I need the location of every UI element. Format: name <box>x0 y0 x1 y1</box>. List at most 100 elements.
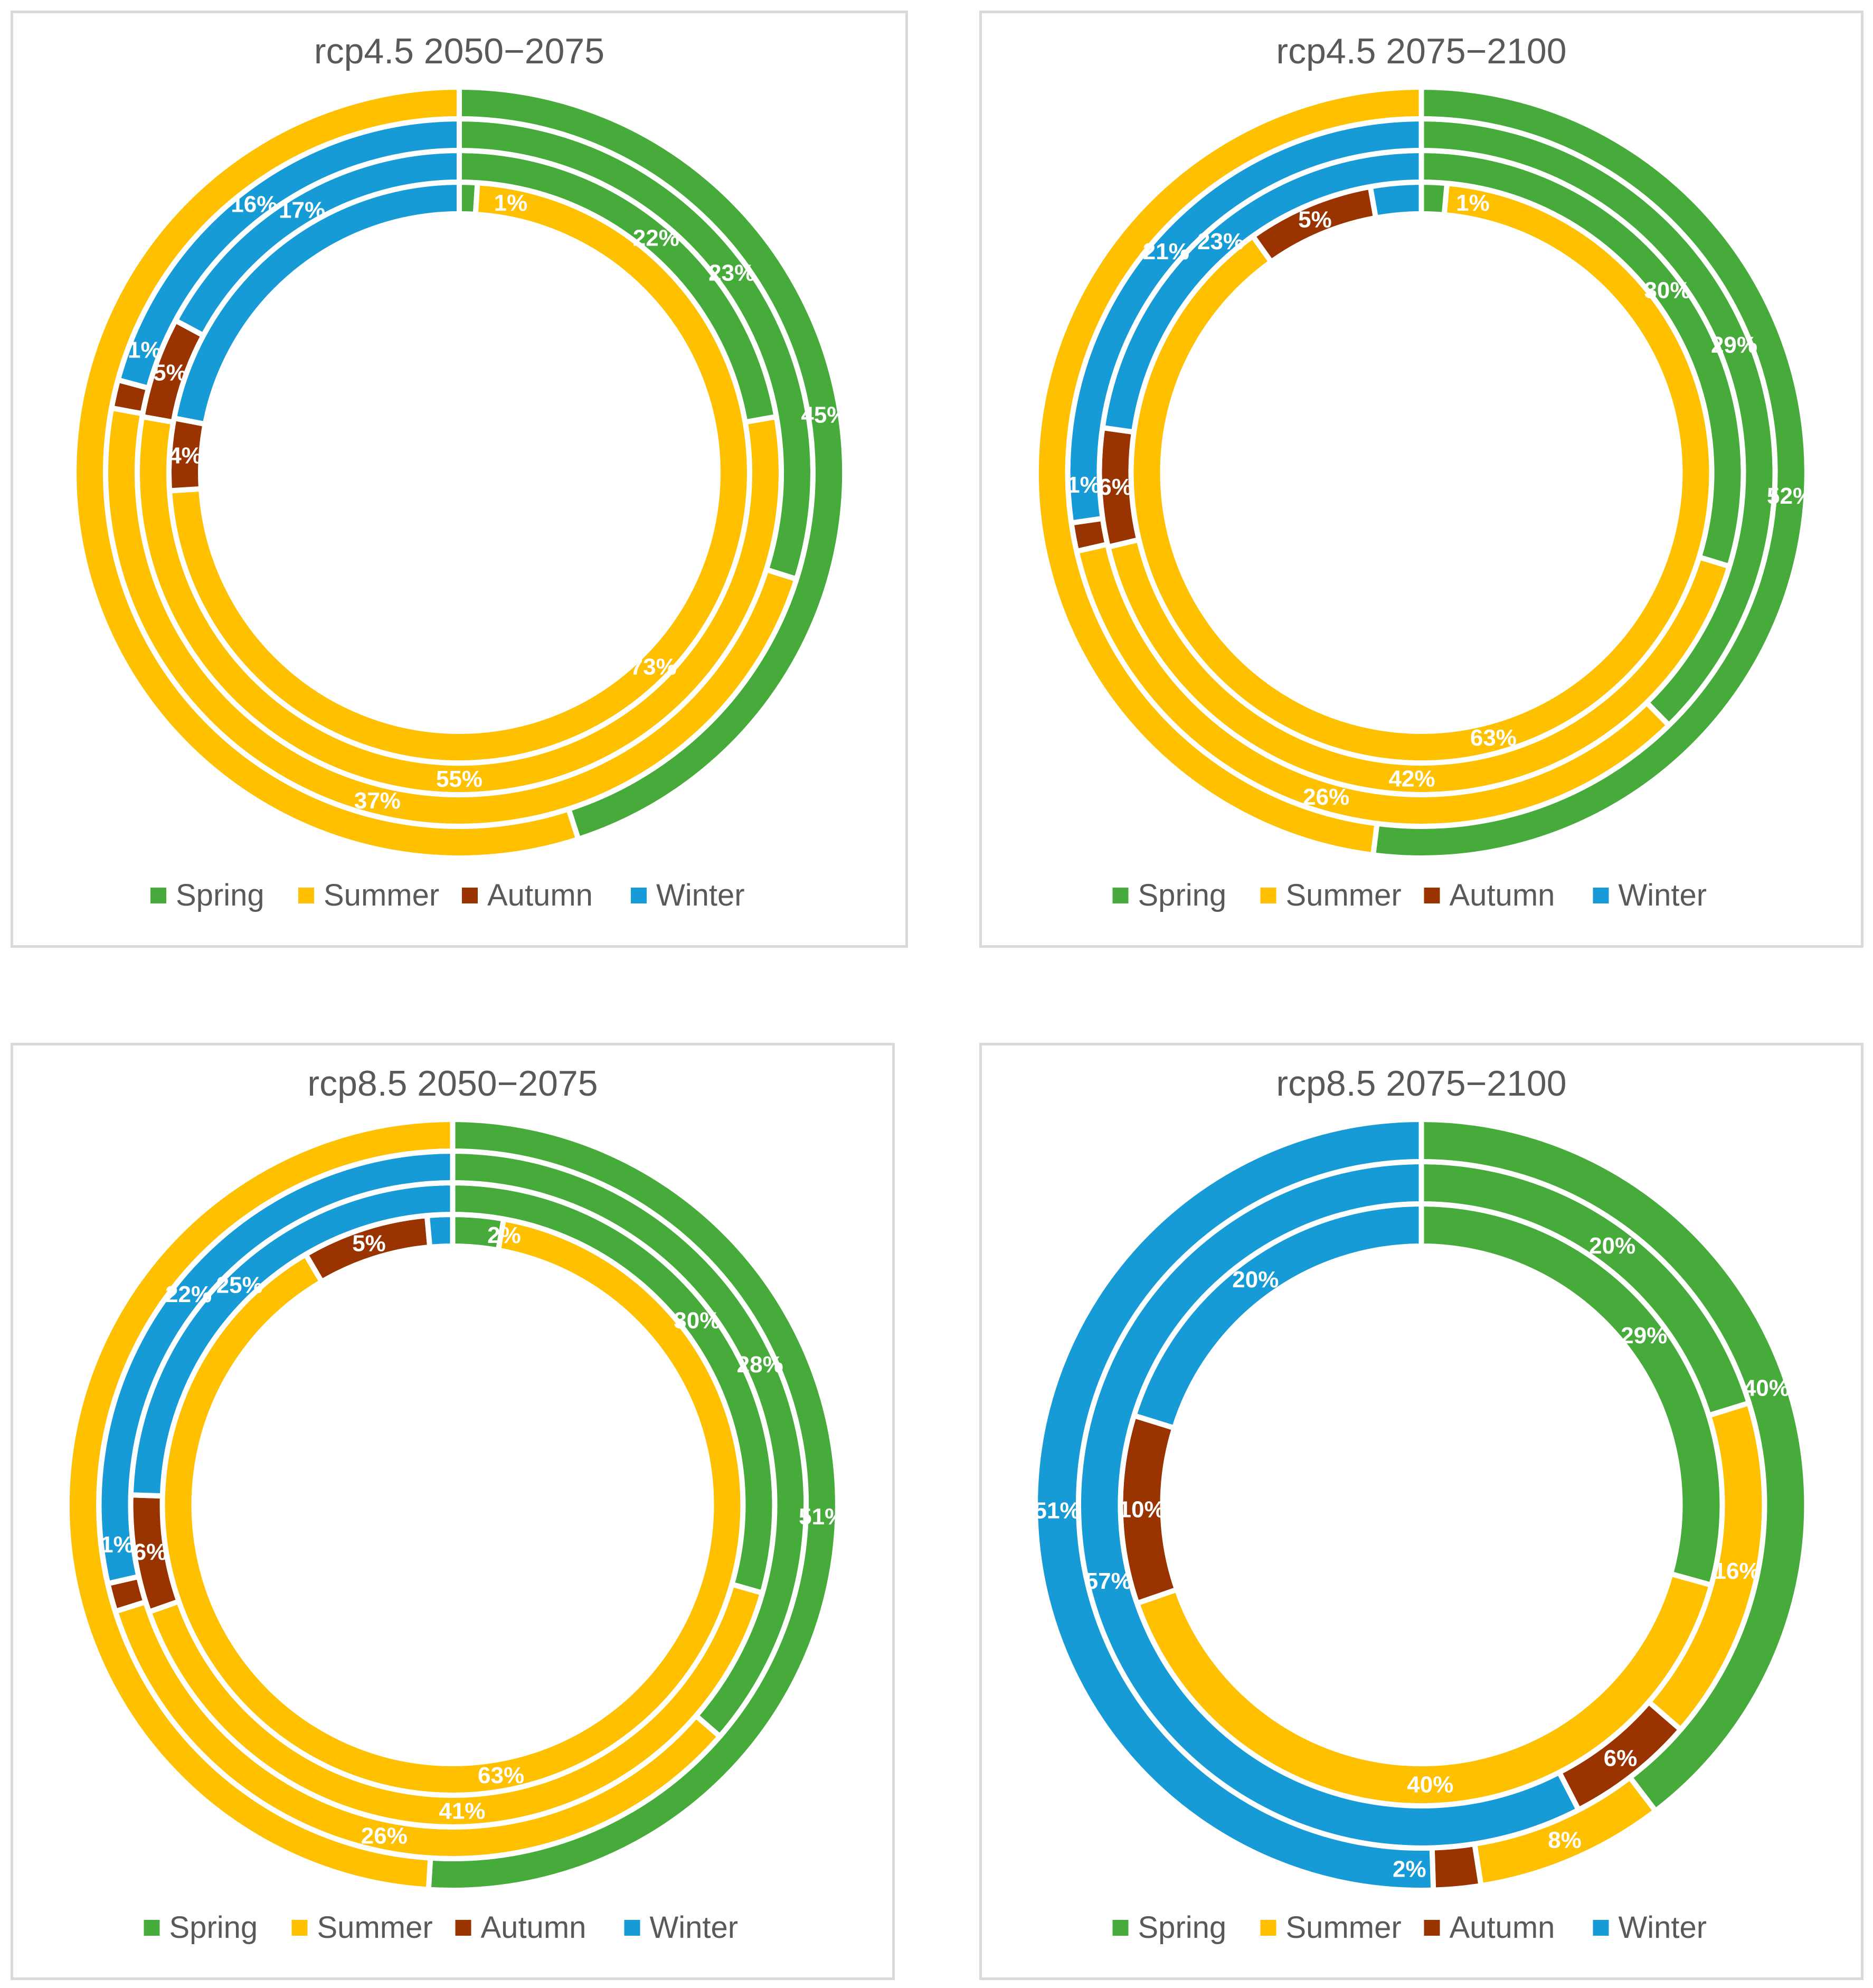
data-label-summer: 42% <box>1388 766 1435 792</box>
legend-item-autumn: Autumn <box>462 878 593 912</box>
data-label-winter: 51% <box>1034 1498 1081 1524</box>
ring-4-summer-slice <box>64 1117 456 1892</box>
legend-swatch-spring <box>144 1920 160 1936</box>
legend-item-autumn: Autumn <box>1424 878 1555 912</box>
data-label-spring: 23% <box>708 260 755 286</box>
data-label-winter: 23% <box>1197 229 1244 255</box>
legend-label-winter: Winter <box>1619 878 1707 912</box>
legend-label-summer: Summer <box>1286 1910 1402 1945</box>
data-label-winter: 21% <box>1143 239 1189 265</box>
legend-item-spring: Spring <box>144 1910 258 1945</box>
legend-swatch-winter <box>1593 1920 1609 1936</box>
legend-swatch-winter <box>1593 888 1609 903</box>
data-label-winter: 16% <box>231 192 277 218</box>
legend: Spring Summer Autumn Winter <box>150 878 745 912</box>
data-label-summer: 73% <box>630 654 677 680</box>
legend-label-spring: Spring <box>1138 1910 1227 1945</box>
ring-1-winter-slice <box>424 1212 456 1250</box>
ring-4-summer-slice <box>71 84 581 861</box>
legend-swatch-winter <box>624 1920 640 1936</box>
chart-panel-rcp45-2075-2100: rcp4.5 2075−2100 1% 63% 5% 30% 42% 6% 23% 29% 26%… <box>979 11 1863 948</box>
legend-swatch-spring <box>1112 888 1129 903</box>
legend-swatch-spring <box>150 888 166 903</box>
doughnut-chart-svg: rcp8.5 2075−2100 29% 40% 10% 20% 20% 16% 6% 57% 4… <box>1033 1063 1810 1945</box>
data-label-spring: 29% <box>1711 332 1757 358</box>
data-label-summer: 40% <box>1407 1772 1453 1798</box>
legend-swatch-autumn <box>1424 1920 1440 1936</box>
legend-swatch-autumn <box>462 888 478 903</box>
legend-item-autumn: Autumn <box>1424 1910 1555 1945</box>
data-label-winter: 25% <box>216 1273 263 1298</box>
data-label-summer: 26% <box>361 1823 408 1849</box>
chart-title: rcp8.5 2050−2075 <box>307 1063 598 1104</box>
legend-swatch-spring <box>1112 1920 1129 1936</box>
data-label-autumn: 5% <box>153 360 187 385</box>
ring-4-summer-slice <box>1033 84 1424 858</box>
doughnut-chart-svg: rcp4.5 2050−2075 1% 73% 4% 22% 55% 5% 17% 23% 37%… <box>71 31 847 912</box>
chart-panel-rcp85-2075-2100: rcp8.5 2075−2100 29% 40% 10% 20% 20% 16% 6% 57% 4… <box>979 1043 1863 1980</box>
chart-title: rcp4.5 2075−2100 <box>1276 31 1566 71</box>
data-label-summer: 63% <box>1470 725 1517 751</box>
data-label-autumn: 2% <box>1393 1857 1426 1882</box>
data-label-summer: 37% <box>354 788 401 814</box>
data-label-summer: 16% <box>1714 1558 1760 1584</box>
data-label-winter: 17% <box>279 197 325 223</box>
legend-item-summer: Summer <box>1260 1910 1402 1945</box>
doughnut-chart-svg: rcp8.5 2050−2075 2% 63% 5% 30% 41% 6% 25% 28% 26%… <box>64 1063 845 1945</box>
data-label-autumn: 6% <box>134 1539 167 1565</box>
doughnut-chart-svg: rcp4.5 2075−2100 1% 63% 5% 30% 42% 6% 23% 29% 26%… <box>1033 31 1813 912</box>
legend-swatch-autumn <box>1424 888 1440 903</box>
legend-item-winter: Winter <box>1593 1910 1707 1945</box>
data-label-spring: 40% <box>1743 1375 1790 1401</box>
data-label-autumn: 5% <box>352 1231 386 1257</box>
legend-item-spring: Spring <box>1112 1910 1227 1945</box>
data-label-spring: 45% <box>801 402 847 428</box>
data-label-autumn: 1% <box>128 337 162 363</box>
data-label-spring: 22% <box>633 225 679 251</box>
chart-panel-rcp45-2050-2075: rcp4.5 2050−2075 1% 73% 4% 22% 55% 5% 17% 23% 37%… <box>11 11 908 948</box>
legend-label-winter: Winter <box>1619 1910 1707 1945</box>
data-label-autumn: 6% <box>1099 474 1132 500</box>
legend-item-winter: Winter <box>624 1910 739 1945</box>
legend-label-winter: Winter <box>650 1910 739 1945</box>
legend-label-spring: Spring <box>1138 878 1227 912</box>
legend-item-spring: Spring <box>150 878 264 912</box>
legend-swatch-summer <box>1260 888 1276 903</box>
data-label-spring: 51% <box>799 1504 845 1530</box>
data-label-spring: 30% <box>1644 278 1690 304</box>
ring-1-summer-slice <box>1128 181 1715 766</box>
legend-label-spring: Spring <box>176 878 264 912</box>
legend-label-autumn: Autumn <box>487 878 593 912</box>
data-label-autumn: 6% <box>1604 1746 1638 1772</box>
legend-swatch-summer <box>1260 1920 1276 1936</box>
legend-item-summer: Summer <box>298 878 439 912</box>
legend-swatch-summer <box>298 888 314 903</box>
legend-label-winter: Winter <box>656 878 745 912</box>
legend-label-autumn: Autumn <box>1450 878 1555 912</box>
legend-item-spring: Spring <box>1112 878 1227 912</box>
ring-3-winter-slice <box>1033 1116 1436 1893</box>
data-label-summer: 55% <box>436 766 483 792</box>
data-label-spring: 2% <box>487 1222 521 1248</box>
data-label-autumn: 5% <box>1298 207 1332 233</box>
legend-label-autumn: Autumn <box>1450 1910 1555 1945</box>
data-label-spring: 1% <box>1456 190 1490 216</box>
data-label-winter: 20% <box>1232 1267 1279 1293</box>
legend-label-summer: Summer <box>317 1910 433 1945</box>
legend-item-summer: Summer <box>1260 878 1402 912</box>
legend-label-spring: Spring <box>169 1910 258 1945</box>
chart-panel-rcp85-2050-2075: rcp8.5 2050−2075 2% 63% 5% 30% 41% 6% 25% 28% 26%… <box>11 1043 895 1980</box>
legend-swatch-winter <box>631 888 647 903</box>
data-label-spring: 29% <box>1621 1323 1667 1349</box>
data-label-summer: 8% <box>1548 1827 1582 1853</box>
data-label-autumn: 1% <box>1067 472 1101 498</box>
data-label-autumn: 1% <box>100 1532 134 1558</box>
legend-swatch-summer <box>291 1920 308 1936</box>
data-label-summer: 63% <box>478 1763 524 1788</box>
data-label-summer: 26% <box>1303 784 1349 810</box>
legend-item-summer: Summer <box>291 1910 433 1945</box>
data-label-winter: 57% <box>1085 1568 1132 1594</box>
data-label-spring: 52% <box>1767 483 1813 509</box>
legend-item-autumn: Autumn <box>455 1910 586 1945</box>
ring-3-autumn-slice <box>1429 1841 1484 1893</box>
